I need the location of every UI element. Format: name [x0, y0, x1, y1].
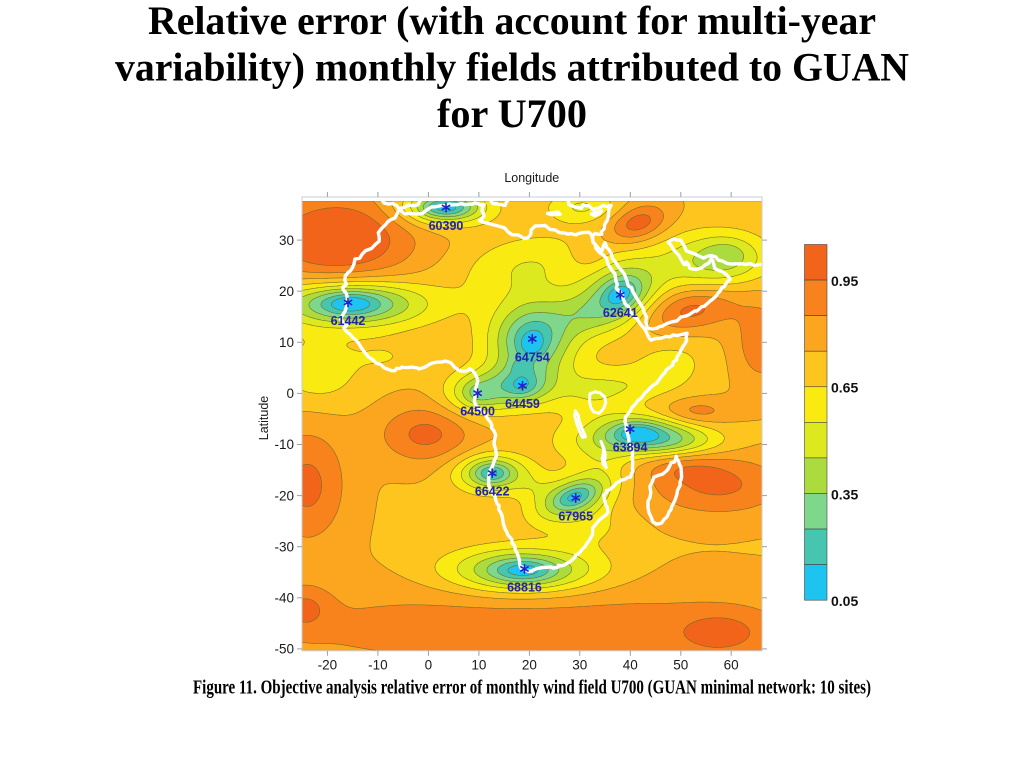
svg-text:0.65: 0.65 — [831, 380, 858, 396]
svg-text:for U700: for U700 — [437, 91, 587, 136]
svg-text:50: 50 — [673, 657, 688, 672]
svg-text:66422: 66422 — [475, 485, 510, 499]
svg-text:-50: -50 — [274, 642, 294, 657]
svg-text:62641: 62641 — [603, 306, 638, 320]
svg-text:-10: -10 — [368, 657, 388, 672]
svg-text:-20: -20 — [274, 488, 294, 503]
svg-text:64500: 64500 — [460, 405, 495, 419]
svg-text:-40: -40 — [274, 591, 294, 606]
svg-text:-30: -30 — [274, 539, 294, 554]
svg-text:0.05: 0.05 — [831, 593, 858, 609]
svg-text:63894: 63894 — [613, 441, 648, 455]
svg-text:20: 20 — [279, 284, 294, 299]
svg-text:30: 30 — [279, 233, 294, 248]
svg-text:Longitude: Longitude — [504, 171, 559, 185]
svg-text:64754: 64754 — [515, 350, 550, 364]
svg-text:61442: 61442 — [331, 314, 366, 328]
svg-text:-20: -20 — [318, 657, 338, 672]
svg-text:20: 20 — [522, 657, 537, 672]
svg-text:30: 30 — [572, 657, 587, 672]
svg-text:60390: 60390 — [429, 219, 464, 233]
svg-text:67965: 67965 — [558, 509, 593, 523]
svg-text:40: 40 — [623, 657, 638, 672]
svg-text:10: 10 — [471, 657, 486, 672]
svg-text:0.95: 0.95 — [831, 273, 858, 289]
svg-text:0: 0 — [286, 386, 294, 401]
svg-text:60: 60 — [724, 657, 739, 672]
svg-text:68816: 68816 — [507, 580, 542, 594]
svg-text:0: 0 — [425, 657, 433, 672]
svg-text:0.35: 0.35 — [831, 486, 858, 502]
svg-text:variability) monthly fields at: variability) monthly fields attributed t… — [115, 45, 909, 90]
svg-text:Latitude: Latitude — [257, 396, 271, 441]
svg-text:Relative error (with account f: Relative error (with account for multi-y… — [148, 0, 876, 43]
svg-text:64459: 64459 — [505, 397, 540, 411]
svg-text:10: 10 — [279, 335, 294, 350]
svg-text:-10: -10 — [274, 437, 294, 452]
svg-text:Figure 11. Objective analysis: Figure 11. Objective analysis relative e… — [193, 677, 871, 699]
